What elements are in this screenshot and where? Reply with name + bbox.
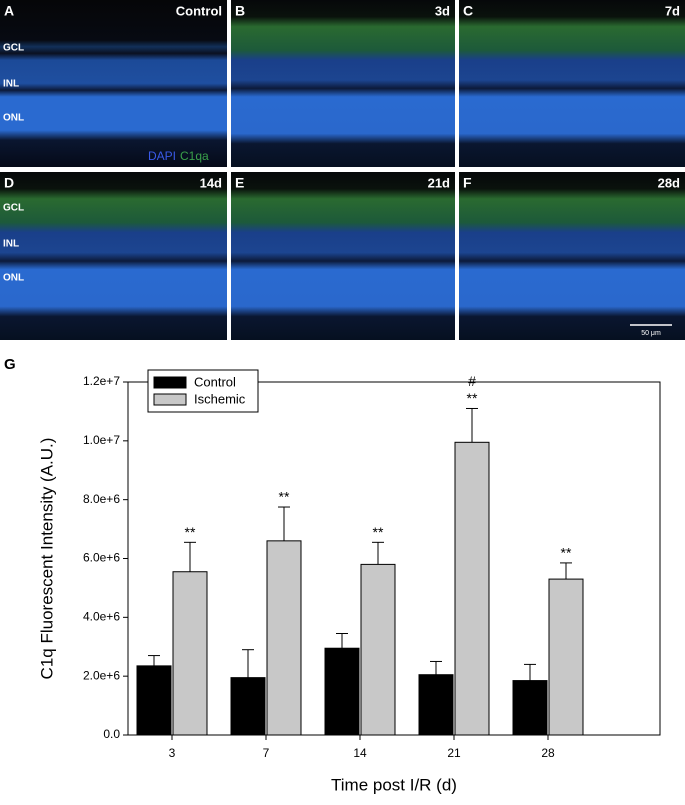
panel-letter: E bbox=[235, 175, 244, 191]
micrograph bbox=[0, 172, 227, 340]
bar bbox=[360, 563, 396, 736]
x-axis-title: Time post I/R (d) bbox=[331, 775, 457, 794]
scale-bar-label: 50 μm bbox=[641, 330, 661, 337]
micrograph bbox=[231, 0, 455, 167]
panel-label: 28d bbox=[658, 175, 680, 190]
bar bbox=[548, 578, 584, 736]
layer-label: INL bbox=[3, 79, 19, 90]
panel-label: 21d bbox=[428, 175, 450, 190]
bar bbox=[418, 674, 454, 736]
bar bbox=[324, 647, 360, 736]
x-tick-label: 3 bbox=[169, 746, 176, 760]
y-tick-label: 1.2e+7 bbox=[83, 374, 120, 388]
panel-letter: D bbox=[4, 175, 14, 191]
bar bbox=[136, 665, 172, 736]
y-tick-label: 1.0e+7 bbox=[83, 433, 120, 447]
legend-label: Ischemic bbox=[194, 391, 246, 406]
panel-label: 3d bbox=[435, 3, 450, 18]
bar bbox=[266, 540, 302, 736]
layer-label: INL bbox=[3, 239, 19, 250]
layer-label: GCL bbox=[3, 43, 24, 54]
layer-label: ONL bbox=[3, 113, 24, 124]
stain-label: DAPI bbox=[148, 149, 176, 163]
legend-swatch bbox=[153, 376, 187, 389]
micrograph bbox=[0, 0, 227, 167]
legend-swatch bbox=[153, 393, 187, 406]
panel-letter: B bbox=[235, 3, 245, 19]
significance: # bbox=[468, 373, 476, 389]
micrograph bbox=[459, 172, 685, 340]
bar-chart: G 0.0 2.0e+6 4.0e+6 6.0e+6 8.0e+6 1.0e+7 1.2e+7… bbox=[4, 356, 661, 794]
significance: ** bbox=[279, 489, 290, 505]
panel-label: Control bbox=[176, 3, 222, 18]
x-tick-label: 28 bbox=[541, 746, 555, 760]
y-axis-title: C1q Fluorescent Intensity (A.U.) bbox=[37, 438, 56, 680]
bar bbox=[512, 680, 548, 736]
y-tick-label: 6.0e+6 bbox=[83, 551, 120, 565]
significance: ** bbox=[373, 524, 384, 540]
image-panels: A Control B 3d C 7d D 14d E 21d F 28d GCL INL ONL GCL IN… bbox=[0, 0, 685, 340]
legend-label: Control bbox=[194, 374, 236, 389]
panel-label: 14d bbox=[200, 175, 222, 190]
x-tick-label: 21 bbox=[447, 746, 461, 760]
bar bbox=[454, 441, 490, 736]
y-tick-label: 8.0e+6 bbox=[83, 492, 120, 506]
micrograph bbox=[231, 172, 455, 340]
micrograph bbox=[459, 0, 685, 167]
y-tick-label: 0.0 bbox=[103, 727, 120, 741]
x-tick-label: 14 bbox=[353, 746, 367, 760]
y-tick-label: 4.0e+6 bbox=[83, 610, 120, 624]
significance: ** bbox=[561, 545, 572, 561]
layer-label: GCL bbox=[3, 203, 24, 214]
panel-letter: A bbox=[4, 3, 14, 19]
x-tick-label: 7 bbox=[263, 746, 270, 760]
bar bbox=[172, 571, 208, 736]
panel-letter: F bbox=[463, 175, 472, 191]
y-tick-label: 2.0e+6 bbox=[83, 668, 120, 682]
layer-label: ONL bbox=[3, 273, 24, 284]
stain-label: C1qa bbox=[180, 149, 209, 163]
significance: ** bbox=[467, 390, 478, 406]
panel-letter: C bbox=[463, 3, 473, 19]
panel-label: 7d bbox=[665, 3, 680, 18]
bar bbox=[230, 677, 266, 736]
significance: ** bbox=[185, 524, 196, 540]
panel-letter: G bbox=[4, 356, 16, 373]
